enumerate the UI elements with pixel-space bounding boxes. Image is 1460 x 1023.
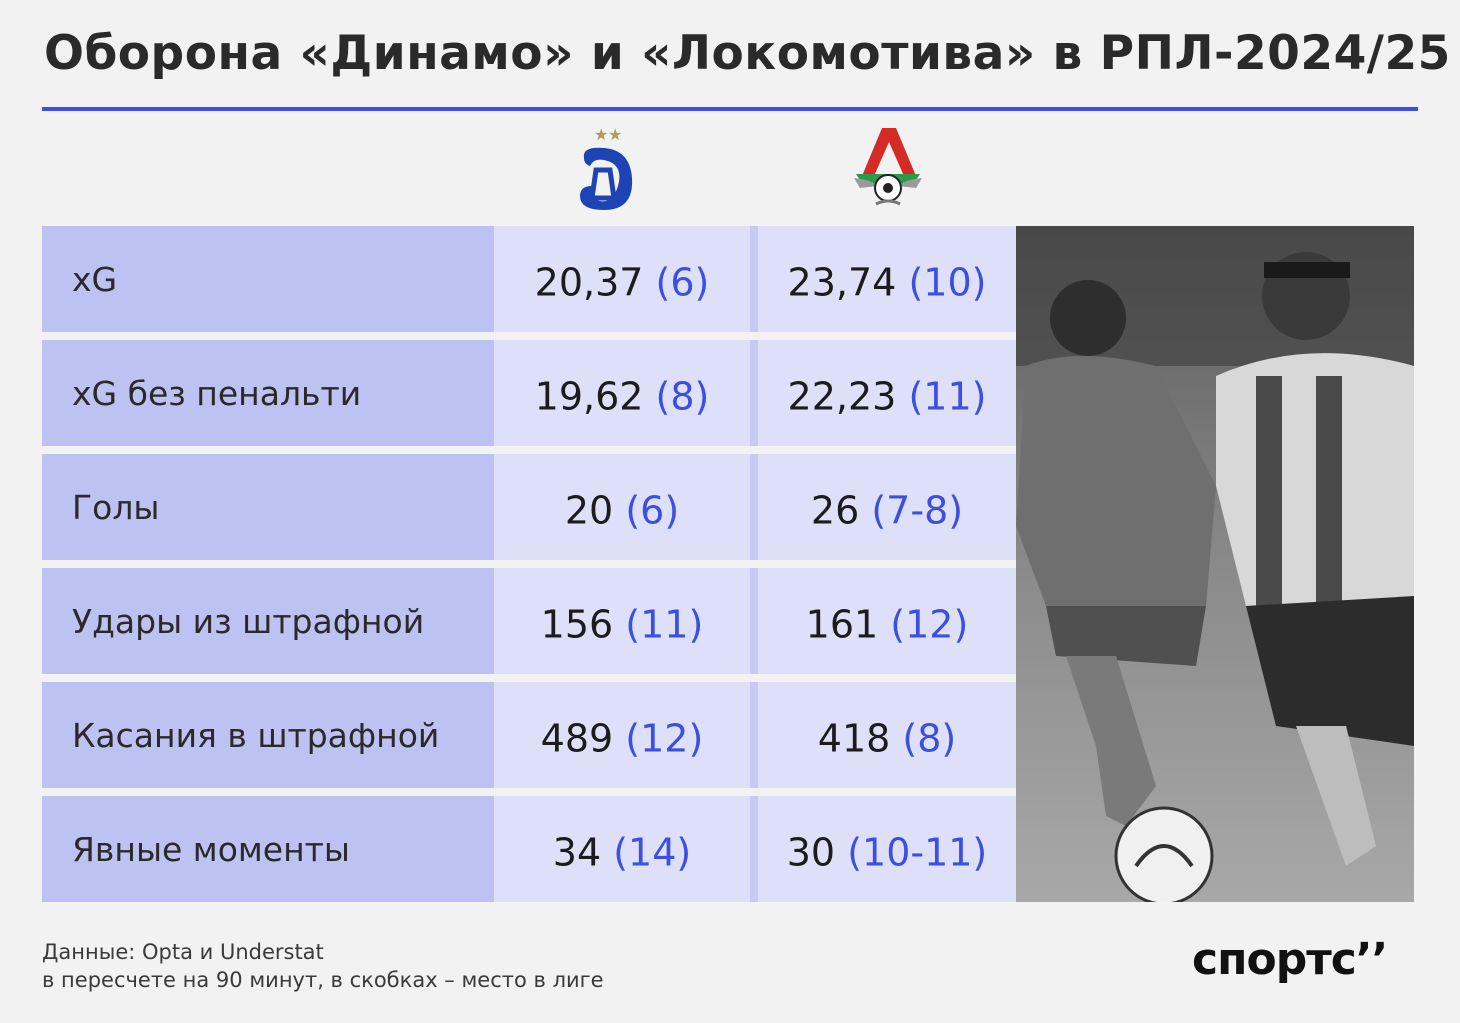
loko-cell: 22,23 (11) [758, 340, 1016, 446]
table-row: Удары из штрафной 156 (11) 161 (12) [42, 568, 1016, 674]
dinamo-rank: (6) [625, 488, 680, 533]
dinamo-cell: 156 (11) [494, 568, 750, 674]
table-row: Голы 20 (6) 26 (7-8) [42, 454, 1016, 560]
source-note: Данные: Opta и Understat в пересчете на … [42, 938, 604, 994]
dinamo-cell: 19,62 (8) [494, 340, 750, 446]
loko-rank: (11) [908, 374, 987, 419]
dinamo-rank: (12) [625, 716, 704, 761]
dinamo-rank: (8) [655, 374, 710, 419]
row-label: xG [42, 226, 524, 332]
dinamo-value: 20 [564, 488, 614, 533]
table-row: xG 20,37 (6) 23,74 (10) [42, 226, 1016, 332]
dinamo-value: 156 [540, 602, 614, 647]
dinamo-value: 489 [540, 716, 614, 761]
loko-value: 23,74 [787, 260, 897, 305]
loko-cell: 30 (10-11) [758, 796, 1016, 902]
dinamo-value: 34 [552, 830, 602, 875]
dinamo-logo-icon: ★ ★ [580, 125, 633, 210]
svg-text:★: ★ [594, 125, 608, 144]
chart-title: Оборона «Динамо» и «Локомотива» в РПЛ-20… [44, 26, 1451, 81]
column-divider [750, 682, 758, 788]
row-label: Явные моменты [42, 796, 524, 902]
source-line-1: Данные: Opta и Understat [42, 940, 324, 964]
loko-rank: (12) [890, 602, 969, 647]
column-divider [750, 454, 758, 560]
lokomotiv-logo-icon [854, 128, 922, 206]
loko-value: 22,23 [787, 374, 897, 419]
loko-cell: 161 (12) [758, 568, 1016, 674]
dinamo-value: 19,62 [534, 374, 644, 419]
source-line-2: в пересчете на 90 минут, в скобках – мес… [42, 968, 604, 992]
brand-logo: спортс’’ [1192, 934, 1388, 985]
table-row: Явные моменты 34 (14) 30 (10-11) [42, 796, 1016, 902]
loko-rank: (8) [902, 716, 957, 761]
loko-cell: 23,74 (10) [758, 226, 1016, 332]
row-label: Удары из штрафной [42, 568, 524, 674]
dinamo-cell: 20 (6) [494, 454, 750, 560]
dinamo-value: 20,37 [534, 260, 644, 305]
stats-table: xG 20,37 (6) 23,74 (10) xG без пенальти … [42, 226, 1016, 902]
loko-value: 30 [786, 830, 836, 875]
title-divider [42, 107, 1418, 111]
column-divider [750, 796, 758, 902]
loko-value: 161 [805, 602, 879, 647]
loko-value: 26 [810, 488, 860, 533]
table-row: xG без пенальти 19,62 (8) 22,23 (11) [42, 340, 1016, 446]
column-divider [750, 226, 758, 332]
loko-cell: 26 (7-8) [758, 454, 1016, 560]
loko-rank: (7-8) [871, 488, 964, 533]
row-label: Касания в штрафной [42, 682, 524, 788]
row-label: Голы [42, 454, 524, 560]
row-label: xG без пенальти [42, 340, 524, 446]
dinamo-rank: (6) [655, 260, 710, 305]
loko-cell: 418 (8) [758, 682, 1016, 788]
loko-value: 418 [817, 716, 891, 761]
dinamo-rank: (14) [613, 830, 692, 875]
dinamo-cell: 20,37 (6) [494, 226, 750, 332]
loko-rank: (10) [908, 260, 987, 305]
table-row: Касания в штрафной 489 (12) 418 (8) [42, 682, 1016, 788]
loko-rank: (10-11) [847, 830, 988, 875]
dinamo-cell: 34 (14) [494, 796, 750, 902]
column-divider [750, 340, 758, 446]
dinamo-rank: (11) [625, 602, 704, 647]
dinamo-cell: 489 (12) [494, 682, 750, 788]
football-players-photo [1016, 226, 1414, 902]
svg-text:★: ★ [608, 125, 622, 144]
column-divider [750, 568, 758, 674]
